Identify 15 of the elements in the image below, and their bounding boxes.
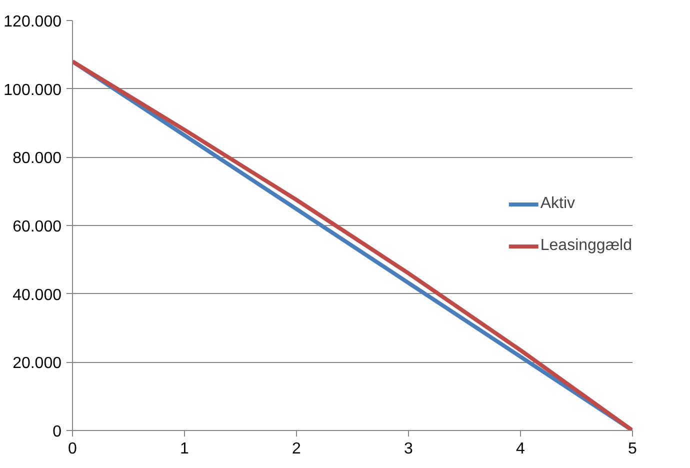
y-tick-label: 40.000 [12,286,62,304]
x-tick-label: 2 [292,440,302,458]
y-tick-label: 0 [52,424,62,440]
y-tick-label: 60.000 [12,218,62,236]
legend-label: Leasinggæld [540,237,632,255]
y-tick-label: 80.000 [12,150,62,168]
x-tick-label: 0 [68,440,78,458]
y-tick-label: 100.000 [4,82,62,99]
y-tick-label: 120.000 [4,14,62,30]
x-tick-label: 1 [180,440,190,458]
legend-label: Aktiv [540,195,576,213]
y-tick-label: 20.000 [12,355,62,372]
x-tick-label: 5 [628,440,638,458]
x-tick-label: 4 [516,440,526,458]
x-tick-label: 3 [404,440,414,458]
